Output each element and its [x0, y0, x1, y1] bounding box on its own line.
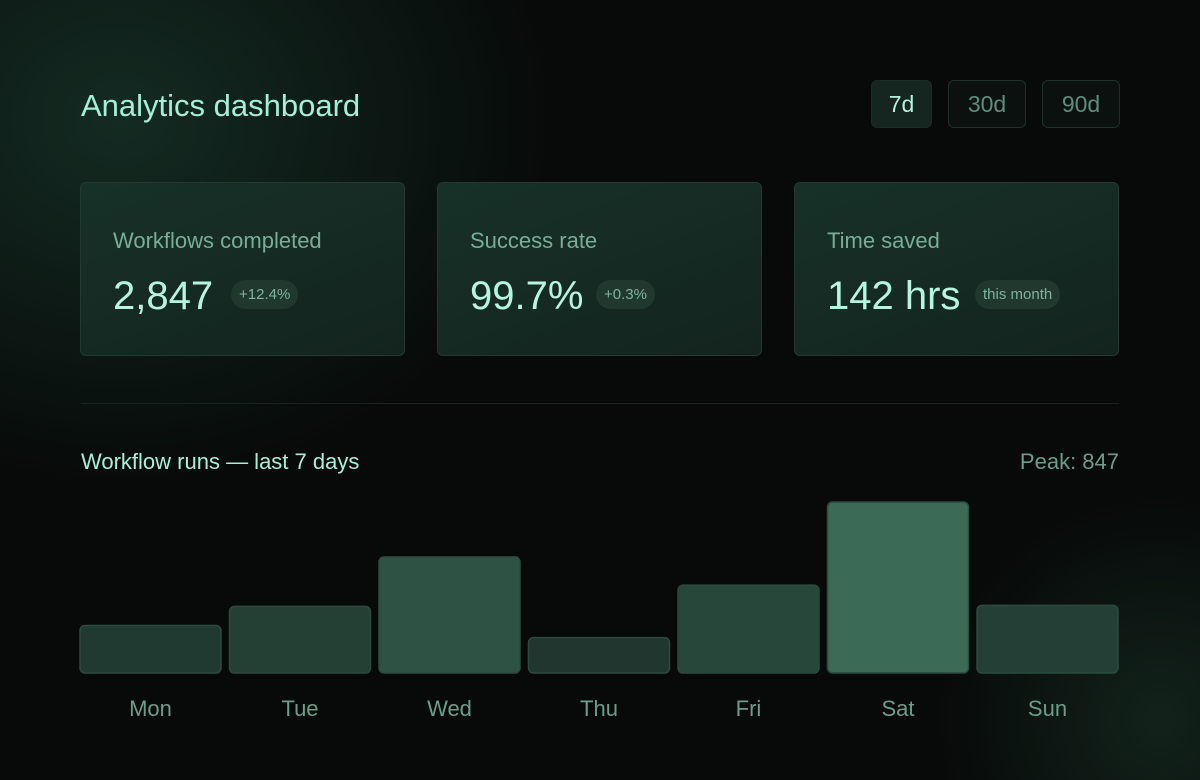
- page-title: Analytics dashboard: [81, 88, 361, 123]
- x-tick-label: Thu: [580, 696, 618, 721]
- bar-sun: [976, 604, 1119, 674]
- x-tick-label: Sun: [1028, 696, 1067, 721]
- stat-label: Workflows completed: [113, 228, 322, 253]
- range-30d-button[interactable]: 30d: [948, 80, 1026, 128]
- stat-label: Time saved: [827, 228, 940, 253]
- chart-title: Workflow runs — last 7 days: [81, 449, 360, 474]
- bar-wed: [378, 556, 521, 674]
- bar-fri: [677, 584, 820, 674]
- bar-thu: [527, 636, 671, 674]
- x-tick-label: Sat: [881, 696, 914, 721]
- bar-tue: [228, 605, 372, 674]
- stat-card-workflows: Workflows completed 2,847 +12.4%: [80, 182, 405, 356]
- stat-change-badge: +12.4%: [231, 280, 299, 309]
- section-divider: [81, 403, 1119, 404]
- range-7d-button[interactable]: 7d: [871, 80, 932, 128]
- bar-sat: [826, 501, 970, 674]
- stat-value: 2,847: [113, 274, 214, 318]
- stat-value: 142 hrs: [827, 274, 961, 318]
- stat-period-badge: this month: [975, 280, 1061, 309]
- stat-label: Success rate: [470, 228, 598, 253]
- stat-card-time-saved: Time saved 142 hrs this month: [794, 182, 1119, 356]
- x-tick-label: Fri: [736, 696, 762, 721]
- workflow-runs-bar-chart: Mon Tue Wed Thu Fri Sat Sun: [79, 501, 1119, 721]
- stat-change-badge: +0.3%: [596, 280, 655, 309]
- x-tick-label: Wed: [427, 696, 472, 721]
- bar-mon: [79, 624, 222, 674]
- x-tick-label: Mon: [129, 696, 172, 721]
- x-tick-label: Tue: [281, 696, 318, 721]
- stat-card-success-rate: Success rate 99.7% +0.3%: [437, 182, 762, 356]
- stat-value: 99.7%: [470, 274, 584, 318]
- range-90d-button[interactable]: 90d: [1042, 80, 1120, 128]
- chart-peak-label: Peak: 847: [1019, 449, 1119, 474]
